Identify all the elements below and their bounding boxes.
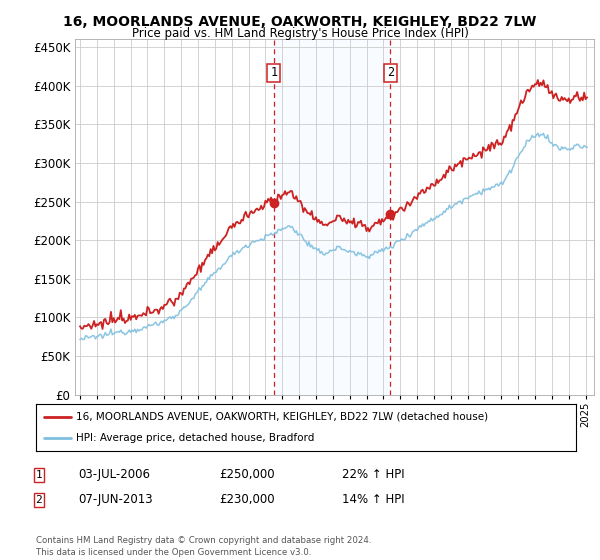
Text: Contains HM Land Registry data © Crown copyright and database right 2024.
This d: Contains HM Land Registry data © Crown c…: [36, 536, 371, 557]
Text: 16, MOORLANDS AVENUE, OAKWORTH, KEIGHLEY, BD22 7LW (detached house): 16, MOORLANDS AVENUE, OAKWORTH, KEIGHLEY…: [77, 412, 488, 422]
Text: 03-JUL-2006: 03-JUL-2006: [78, 468, 150, 482]
Text: 22% ↑ HPI: 22% ↑ HPI: [342, 468, 404, 482]
Text: 1: 1: [35, 470, 43, 480]
Text: Price paid vs. HM Land Registry's House Price Index (HPI): Price paid vs. HM Land Registry's House …: [131, 27, 469, 40]
Text: HPI: Average price, detached house, Bradford: HPI: Average price, detached house, Brad…: [77, 433, 315, 444]
Text: 1: 1: [270, 67, 277, 80]
Text: 14% ↑ HPI: 14% ↑ HPI: [342, 493, 404, 506]
Text: 07-JUN-2013: 07-JUN-2013: [78, 493, 152, 506]
Text: £230,000: £230,000: [219, 493, 275, 506]
Bar: [274, 39, 391, 395]
Text: 16, MOORLANDS AVENUE, OAKWORTH, KEIGHLEY, BD22 7LW: 16, MOORLANDS AVENUE, OAKWORTH, KEIGHLEY…: [64, 15, 536, 29]
Text: 2: 2: [387, 67, 394, 80]
Text: £250,000: £250,000: [219, 468, 275, 482]
Text: 2: 2: [35, 494, 43, 505]
